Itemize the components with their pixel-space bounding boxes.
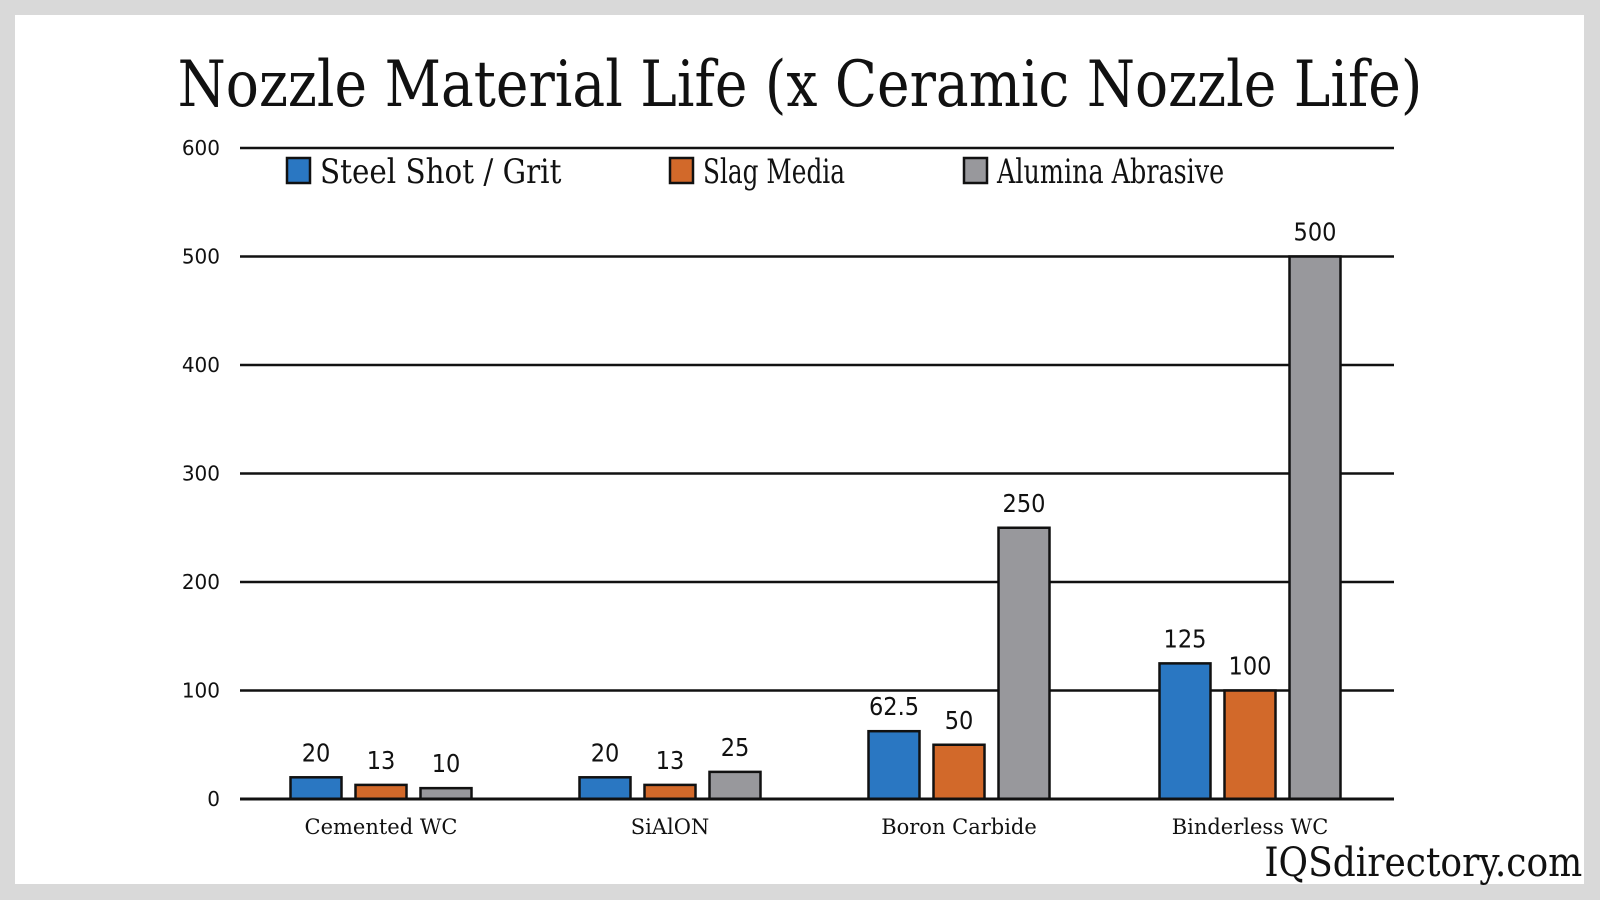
x-tick-label: Cemented WC	[305, 815, 458, 839]
data-label: 500	[1294, 218, 1337, 247]
bar	[289, 776, 343, 801]
bar	[932, 743, 986, 801]
bar	[578, 776, 632, 801]
y-tick-label: 500	[182, 245, 220, 269]
y-tick-label: 0	[207, 787, 220, 811]
data-label: 100	[1229, 652, 1272, 681]
x-tick-label: Binderless WC	[1172, 815, 1329, 839]
bar	[997, 526, 1051, 801]
legend-label: Steel Shot / Grit	[320, 152, 562, 192]
legend-swatch	[285, 156, 312, 185]
data-label: 13	[656, 746, 685, 775]
data-label: 20	[302, 738, 331, 767]
y-tick-label: 600	[182, 136, 220, 160]
data-label: 250	[1003, 489, 1046, 518]
data-label: 10	[432, 749, 461, 778]
bar	[354, 783, 408, 801]
x-tick-label: SiAlON	[631, 815, 710, 839]
bar	[1158, 662, 1212, 801]
bar	[1288, 255, 1342, 801]
data-label: 50	[945, 706, 974, 735]
legend-swatch	[668, 156, 695, 185]
x-tick-label: Boron Carbide	[881, 815, 1037, 839]
chart-title: Nozzle Material Life (x Ceramic Nozzle L…	[177, 48, 1423, 122]
bar	[708, 770, 762, 801]
legend-swatch	[962, 156, 989, 185]
legend-label: Alumina Abrasive	[996, 152, 1224, 192]
data-label: 20	[591, 738, 620, 767]
data-label: 25	[721, 733, 750, 762]
y-tick-label: 200	[182, 570, 220, 594]
bar	[1223, 689, 1277, 801]
data-label: 125	[1164, 624, 1207, 653]
watermark: IQSdirectory.com	[1264, 840, 1582, 886]
data-label: 13	[367, 746, 396, 775]
data-label: 62.5	[869, 692, 919, 721]
y-tick-label: 100	[182, 679, 220, 703]
y-tick-label: 300	[182, 462, 220, 486]
bar	[867, 729, 921, 801]
legend-label: Slag Media	[703, 152, 845, 192]
y-tick-label: 400	[182, 353, 220, 377]
bar	[419, 786, 473, 801]
bar	[643, 783, 697, 801]
